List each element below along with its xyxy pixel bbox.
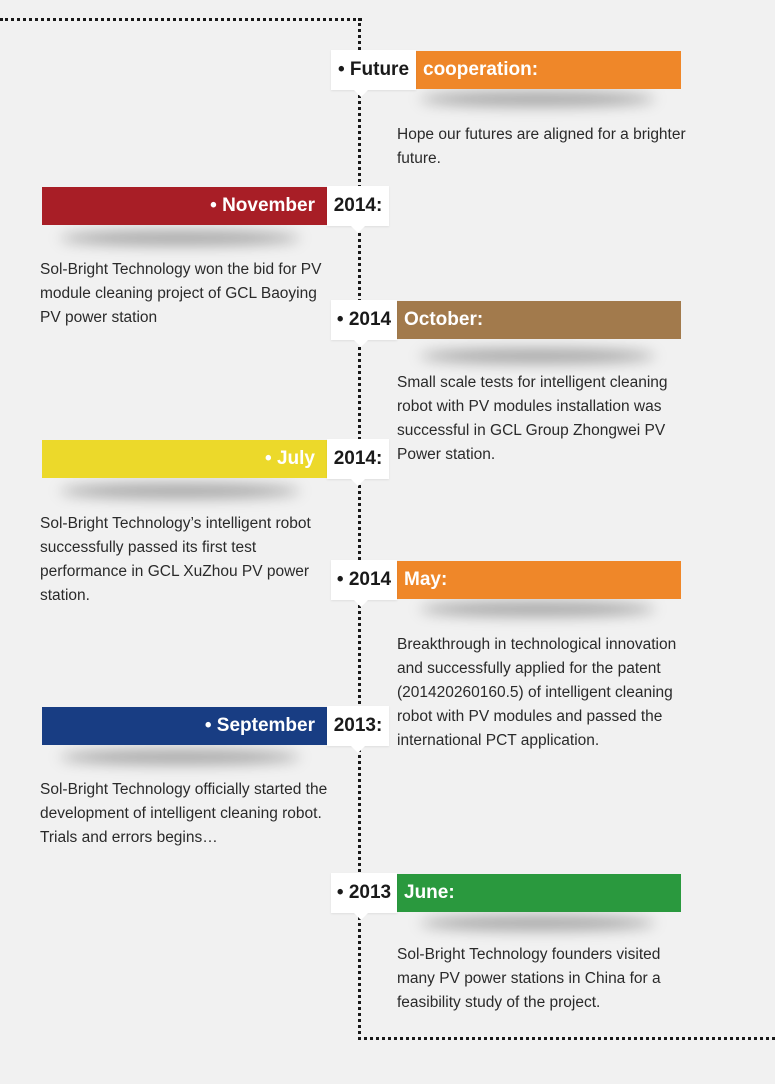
entry-year-box-october-2014: • 2014 <box>331 300 397 347</box>
entry-bar-november-2014: • November <box>42 187 327 225</box>
entry-description-june-2013: Sol-Bright Technology founders visited m… <box>397 946 661 1011</box>
bar-shadow <box>420 916 655 930</box>
timeline-top-dotted-line <box>0 18 362 21</box>
entry-description-november-2014: Sol-Bright Technology won the bid for PV… <box>40 261 322 326</box>
bar-shadow <box>420 92 655 106</box>
entry-year-box-june-2013: • 2013 <box>331 873 397 920</box>
entry-year-box-november-2014: 2014: <box>327 186 389 233</box>
entry-bar-may-2014: May: <box>397 561 681 599</box>
bar-shadow <box>420 602 655 616</box>
entry-year-box-may-2014: • 2014 <box>331 560 397 607</box>
entry-year-box-september-2013: 2013: <box>327 706 389 753</box>
entry-bar-september-2013: • September <box>42 707 327 745</box>
entry-bar-june-2013: June: <box>397 874 681 912</box>
bar-shadow <box>420 349 655 363</box>
entry-description-future: Hope our futures are aligned for a brigh… <box>397 126 686 167</box>
bar-shadow <box>60 484 300 498</box>
bar-shadow <box>60 231 300 245</box>
entry-bar-july-2014: • July <box>42 440 327 478</box>
bar-shadow <box>60 750 300 764</box>
entry-description-october-2014: Small scale tests for intelligent cleani… <box>397 374 668 463</box>
entry-bar-future: cooperation: <box>416 51 681 89</box>
timeline-vertical-dotted-line <box>358 18 361 1040</box>
entry-description-september-2013: Sol-Bright Technology officially started… <box>40 781 328 846</box>
entry-description-may-2014: Breakthrough in technological innovation… <box>397 636 677 749</box>
entry-year-box-july-2014: 2014: <box>327 439 389 486</box>
entry-year-box-future: • Future <box>331 50 416 97</box>
timeline-bottom-dotted-line <box>358 1037 775 1040</box>
entry-description-july-2014: Sol-Bright Technology’s intelligent robo… <box>40 515 311 604</box>
entry-bar-october-2014: October: <box>397 301 681 339</box>
